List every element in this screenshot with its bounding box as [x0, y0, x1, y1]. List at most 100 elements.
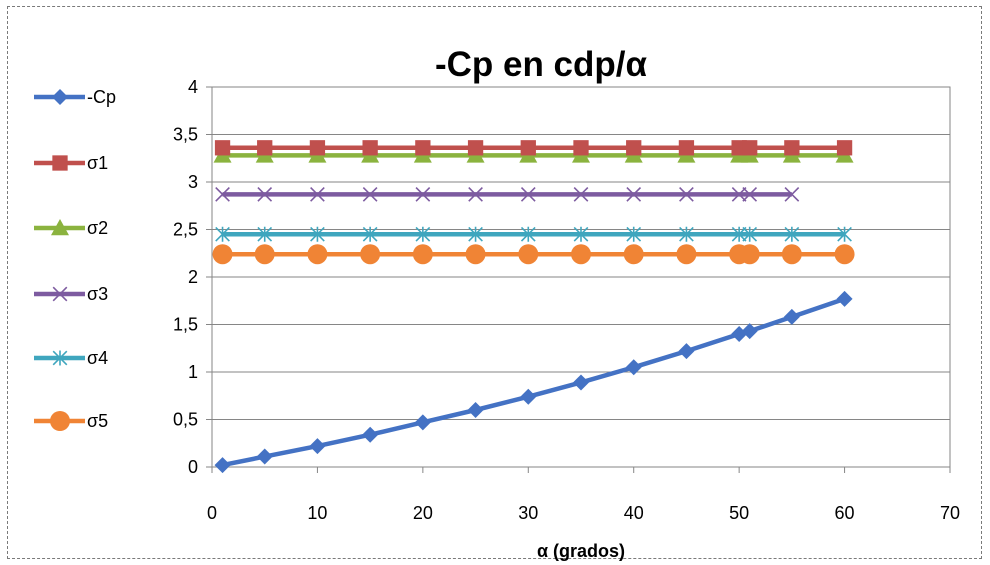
data-point: [362, 186, 378, 202]
data-point: [679, 226, 694, 242]
data-point: [214, 457, 231, 474]
legend-label: σ5: [87, 411, 108, 431]
legend-label: σ4: [87, 348, 108, 368]
data-point: [362, 426, 379, 443]
legend-label: -Cp: [87, 87, 116, 107]
legend-marker: [50, 411, 70, 431]
data-point: [215, 186, 230, 202]
data-point: [520, 226, 536, 242]
data-point: [623, 244, 644, 265]
legend-marker: [51, 219, 69, 236]
data-point: [784, 140, 800, 156]
data-point: [573, 226, 589, 242]
data-point: [362, 140, 378, 156]
data-point: [214, 140, 231, 156]
data-point: [468, 226, 483, 242]
data-point: [362, 226, 378, 242]
data-point: [837, 226, 852, 242]
data-point: [626, 226, 642, 242]
data-point: [731, 186, 747, 202]
x-axis-title: α (grados): [537, 541, 625, 561]
data-point: [257, 226, 273, 242]
data-point: [834, 244, 855, 265]
data-point: [468, 186, 483, 202]
y-tick-label: 2,5: [173, 220, 198, 240]
data-point: [626, 186, 642, 202]
gridlines: [212, 134, 950, 420]
data-point: [415, 140, 431, 156]
data-point: [256, 448, 273, 465]
legend-label: σ1: [87, 153, 108, 173]
y-tick-label: 4: [188, 77, 198, 97]
data-point: [309, 140, 326, 156]
x-tick-label: 40: [624, 503, 644, 523]
legend-marker: [52, 89, 68, 105]
data-point: [573, 140, 589, 156]
x-tick-label: 0: [207, 503, 217, 523]
data-point: [215, 226, 230, 242]
data-point: [678, 343, 695, 360]
data-point: [310, 186, 325, 202]
data-point: [626, 140, 642, 156]
data-point: [467, 140, 484, 156]
data-point: [784, 186, 800, 202]
series-5: [215, 226, 852, 242]
data-point: [742, 226, 758, 242]
data-point: [573, 186, 589, 202]
data-point: [212, 244, 233, 265]
x-tick-label: 60: [835, 503, 855, 523]
series-layer: [212, 140, 855, 474]
legend: -Cp σ1 σ2 σ3 σ4 σ5: [34, 87, 116, 431]
data-point: [309, 438, 326, 455]
y-tick-label: 1,5: [173, 315, 198, 335]
legend-item: -Cp: [34, 87, 116, 107]
data-point: [518, 244, 539, 265]
data-point: [783, 308, 800, 325]
data-point: [257, 140, 273, 156]
legend-item: σ1: [34, 153, 108, 173]
data-point: [836, 290, 853, 307]
data-point: [465, 244, 486, 265]
x-axis: 0 10 20 30 40 50 60 70: [207, 467, 960, 523]
data-point: [742, 140, 758, 156]
x-tick-label: 70: [940, 503, 960, 523]
data-point: [520, 388, 537, 405]
legend-item: σ5: [34, 411, 108, 431]
chart-frame: [7, 6, 982, 559]
data-point: [415, 186, 431, 202]
data-point: [412, 244, 433, 265]
data-point: [573, 374, 589, 391]
data-point: [781, 244, 802, 265]
data-point: [571, 244, 591, 265]
series-4: [215, 186, 800, 202]
data-point: [414, 414, 431, 431]
data-point: [678, 140, 695, 156]
series-2: [214, 140, 853, 156]
x-tick-label: 50: [729, 503, 749, 523]
legend-label: σ2: [87, 218, 108, 238]
data-point: [676, 244, 697, 265]
x-tick-label: 30: [518, 503, 538, 523]
data-point: [679, 186, 694, 202]
data-point: [257, 186, 273, 202]
x-tick-label: 10: [307, 503, 327, 523]
legend-item: σ2: [34, 218, 108, 238]
y-tick-label: 3: [188, 172, 198, 192]
y-tick-label: 1: [188, 362, 198, 382]
y-tick-label: 0,5: [173, 410, 198, 430]
series-6: [212, 244, 855, 265]
data-point: [784, 226, 800, 242]
y-tick-label: 0: [188, 457, 198, 477]
legend-item: σ3: [34, 284, 108, 304]
data-point: [415, 226, 431, 242]
legend-marker: [52, 155, 68, 171]
chart-title: -Cp en cdp/α: [435, 45, 648, 84]
data-point: [310, 226, 325, 242]
data-point: [625, 359, 642, 376]
data-point: [731, 226, 747, 242]
legend-marker: [52, 286, 68, 302]
data-point: [467, 402, 484, 418]
data-point: [520, 140, 536, 156]
y-axis: 0 0,5 1 1,5 2 2,5 3 3,5 4: [173, 77, 212, 477]
